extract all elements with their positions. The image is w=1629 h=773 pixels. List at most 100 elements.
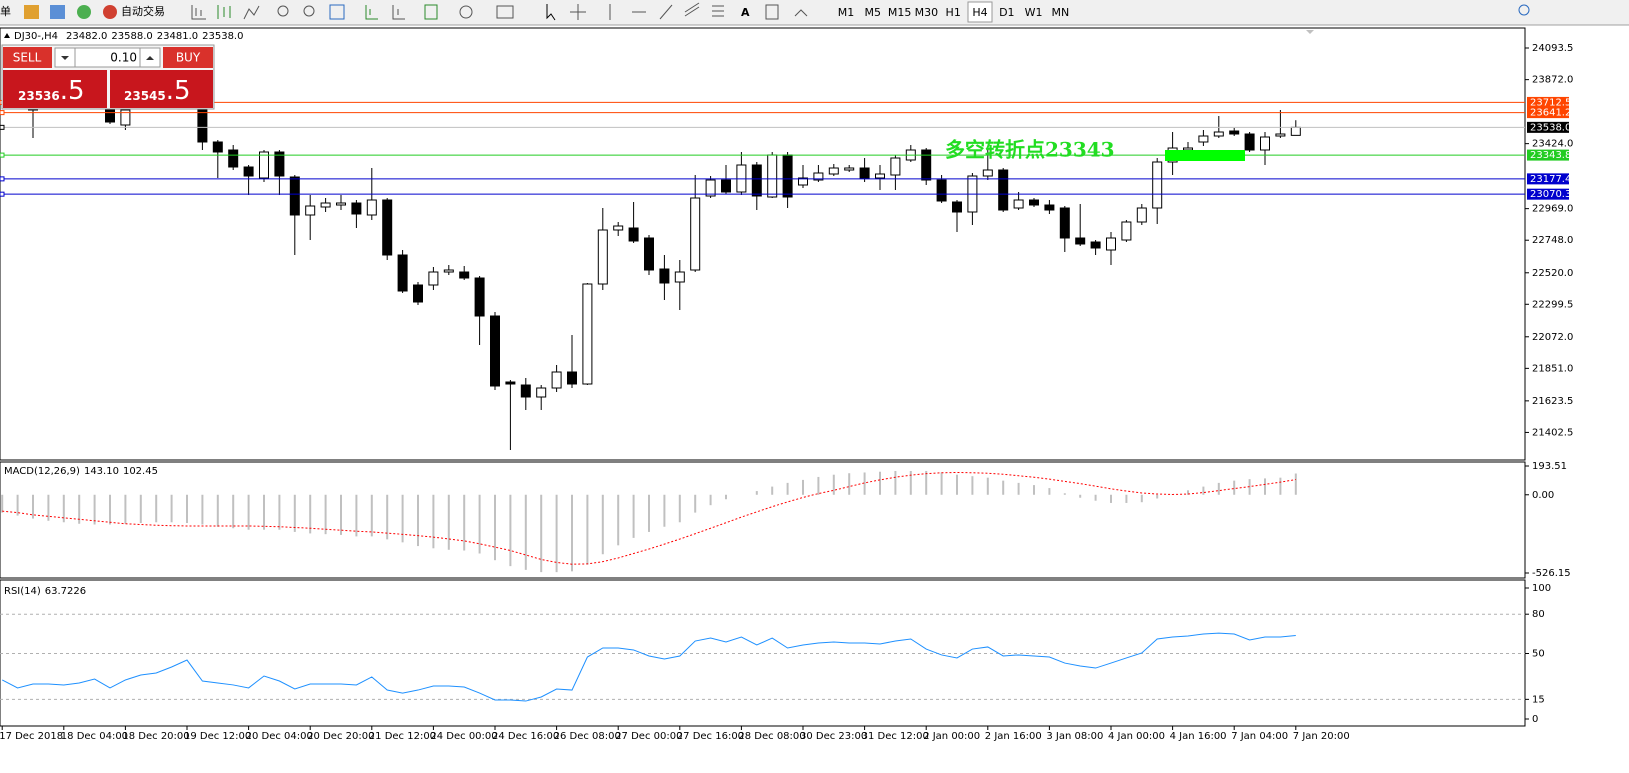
arrows-icon[interactable]	[794, 9, 808, 17]
timeframe-button[interactable]: H4	[972, 6, 987, 19]
buy-label[interactable]: BUY	[176, 51, 201, 65]
timeframe-button[interactable]: MN	[1052, 6, 1070, 19]
timeframe-button[interactable]: D1	[999, 6, 1014, 19]
icon[interactable]	[217, 5, 231, 19]
sell-button[interactable]	[3, 47, 52, 68]
shift-marker	[1306, 30, 1314, 34]
x-tick-label: 28 Dec 08:00	[738, 731, 805, 742]
icon[interactable]	[50, 5, 65, 19]
timeframe-button[interactable]: M1	[838, 6, 855, 19]
icon[interactable]	[459, 5, 473, 19]
header-text: DJ30-,H4	[14, 31, 58, 42]
candle-body	[459, 271, 470, 279]
bid-box[interactable]	[3, 70, 107, 108]
candle-body	[336, 202, 346, 206]
candle-body	[567, 371, 577, 385]
x-tick-label: 18 Dec 20:00	[122, 731, 189, 742]
candle-body	[397, 254, 408, 292]
lots-value[interactable]: 0.10	[110, 51, 137, 65]
timeframe-button[interactable]: M5	[865, 6, 882, 19]
candle-body	[798, 177, 808, 186]
icon[interactable]	[365, 5, 378, 20]
ask-box[interactable]	[110, 70, 213, 108]
last-value: 143.10	[84, 466, 119, 477]
candle-body	[998, 169, 1009, 211]
chart-annotation: 多空转折点23343	[945, 138, 1115, 162]
candle-body	[844, 167, 855, 171]
icon[interactable]	[303, 5, 315, 17]
y-tick-label: 22969.0	[1532, 204, 1573, 215]
menu-fragment[interactable]: 单	[0, 5, 11, 18]
candle-body	[1106, 237, 1116, 251]
candle-body	[952, 201, 962, 213]
timeframe-button[interactable]: M15	[888, 6, 912, 19]
level-label: 23641.2	[1530, 108, 1571, 119]
level-label-bg	[1527, 107, 1569, 119]
channel-icon[interactable]	[684, 2, 700, 17]
candle-body	[105, 107, 115, 123]
level-label-bg	[1527, 121, 1569, 133]
candle-body	[243, 166, 254, 177]
x-tick-label: 7 Jan 20:00	[1293, 731, 1350, 742]
bid-price[interactable]: 23536.5	[18, 76, 85, 106]
y-tick-label: 80	[1532, 609, 1545, 620]
icon[interactable]	[191, 5, 206, 20]
title: MACD(12,26,9)	[4, 466, 80, 477]
highlight-box	[1165, 150, 1245, 161]
candle-body	[366, 199, 377, 216]
header-text: 23588.0	[111, 31, 152, 42]
x-tick-label: 17 Dec 2018	[0, 731, 63, 742]
trendline-icon[interactable]	[659, 4, 673, 20]
level-label: 23177.4	[1530, 174, 1571, 185]
buy-button[interactable]	[163, 47, 213, 68]
ask-small: .5	[166, 76, 191, 106]
icon[interactable]	[243, 5, 260, 20]
cursor-icon[interactable]	[546, 4, 556, 21]
candle-body	[597, 229, 608, 285]
fibo-icon[interactable]	[712, 5, 724, 17]
candle-body	[1090, 241, 1101, 249]
candle-body	[1260, 136, 1270, 151]
y-tick-label: 23872.0	[1532, 75, 1573, 86]
text-tool[interactable]: A	[741, 6, 750, 19]
icon[interactable]	[24, 5, 39, 19]
icon[interactable]	[77, 5, 91, 19]
candle-body	[351, 202, 362, 215]
candle-body	[120, 109, 131, 126]
icon[interactable]	[329, 4, 345, 20]
y-tick-label: 21851.0	[1532, 363, 1573, 374]
y-tick-label: -526.15	[1532, 568, 1571, 579]
crosshair-icon[interactable]	[570, 4, 586, 20]
toolbar-bg	[0, 0, 1629, 25]
candle-body	[690, 197, 701, 271]
candle-body	[305, 205, 316, 216]
ask-big: 23545	[124, 89, 166, 103]
autotrade-button[interactable]: 自动交易	[121, 4, 165, 18]
label-icon[interactable]	[765, 4, 779, 20]
search-icon[interactable]	[1518, 4, 1530, 16]
ask-price[interactable]: 23545.5	[124, 76, 191, 106]
candle-body	[1044, 204, 1055, 211]
level-label: 23343.8	[1530, 150, 1571, 161]
candle-body	[921, 149, 932, 181]
sell-label[interactable]: SELL	[13, 51, 42, 65]
candle-body	[890, 157, 901, 176]
candle-body	[1229, 130, 1240, 135]
price-panel	[0, 27, 1526, 461]
x-tick-label: 21 Dec 12:00	[369, 731, 436, 742]
active-timeframe	[967, 1, 993, 23]
icon[interactable]	[496, 5, 514, 19]
icon[interactable]	[277, 5, 289, 17]
timeframe-button[interactable]: H1	[946, 6, 961, 19]
autotrade-icon[interactable]	[103, 5, 117, 19]
candle-body	[936, 179, 947, 202]
x-tick-label: 19 Dec 12:00	[184, 731, 251, 742]
timeframe-button[interactable]: M30	[915, 6, 939, 19]
icon[interactable]	[424, 4, 438, 20]
icon[interactable]	[392, 5, 405, 20]
candle-body	[813, 172, 824, 181]
x-tick-label: 4 Jan 00:00	[1108, 731, 1165, 742]
timeframe-button[interactable]: W1	[1025, 6, 1043, 19]
